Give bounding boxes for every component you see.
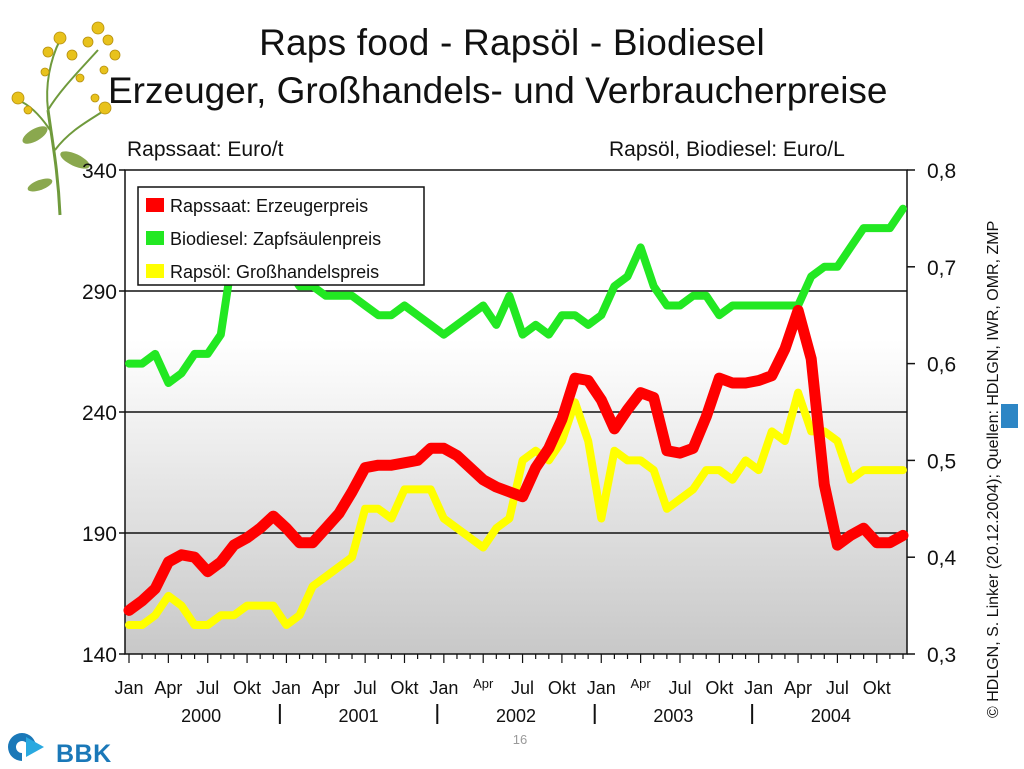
left-tick-label: 240 — [82, 402, 117, 425]
month-label: Okt — [705, 678, 733, 698]
month-label: Jan — [272, 678, 301, 698]
month-label: Okt — [863, 678, 891, 698]
legend-swatch — [146, 231, 164, 245]
right-tick-label: 0,7 — [927, 257, 956, 280]
year-label: 2003 — [653, 706, 693, 726]
month-label: Jan — [587, 678, 616, 698]
right-tick-label: 0,4 — [927, 547, 957, 570]
month-label: Apr — [631, 676, 652, 691]
right-axis-unit: Rapsöl, Biodiesel: Euro/L — [609, 138, 845, 161]
month-label: Jul — [511, 678, 534, 698]
left-tick-label: 290 — [82, 281, 117, 304]
year-label: 2002 — [496, 706, 536, 726]
legend-label: Rapsöl: Großhandelspreis — [170, 262, 379, 282]
legend-label: Biodiesel: Zapfsäulenpreis — [170, 229, 381, 249]
bbk-logo-icon — [8, 733, 44, 761]
year-label: 2000 — [181, 706, 221, 726]
month-label: Apr — [473, 676, 494, 691]
page-edge-marker — [1001, 404, 1018, 428]
year-label: 2004 — [811, 706, 851, 726]
source-credit: © HDLGN, S. Linker (20.12.2004); Quellen… — [985, 220, 1002, 718]
left-tick-label: 340 — [82, 160, 117, 183]
legend-swatch — [146, 264, 164, 278]
logo-text: BBK — [56, 740, 112, 768]
right-tick-label: 0,5 — [927, 450, 956, 473]
month-label: Jul — [196, 678, 219, 698]
month-label: Jul — [354, 678, 377, 698]
page-number: 16 — [512, 732, 528, 747]
month-label: Jan — [744, 678, 773, 698]
plot-area: 140 190 240 290 340 0,3 0,4 0,5 0,6 0,7 0,8 Jan Apr J… — [82, 160, 957, 726]
month-label: Apr — [312, 678, 340, 698]
right-tick-label: 0,3 — [927, 644, 956, 667]
legend-label: Rapssaat: Erzeugerpreis — [170, 196, 368, 216]
left-tick-label: 190 — [82, 523, 117, 546]
year-label: 2001 — [339, 706, 379, 726]
month-label: Apr — [784, 678, 812, 698]
left-tick-label: 140 — [82, 644, 117, 667]
right-tick-label: 0,6 — [927, 354, 956, 377]
legend-box — [137, 186, 425, 286]
month-label: Apr — [154, 678, 182, 698]
month-label: Okt — [390, 678, 418, 698]
rapeseed-flower-icon — [11, 21, 121, 216]
month-label: Okt — [548, 678, 576, 698]
left-axis-unit: Rapssaat: Euro/t — [127, 138, 284, 161]
month-label: Jan — [114, 678, 143, 698]
month-label: Jul — [826, 678, 849, 698]
legend-swatch — [146, 198, 164, 212]
series-line-rapssaat — [123, 304, 909, 616]
chart-subtitle: Erzeuger, Großhandels- und Verbraucherpr… — [108, 70, 888, 111]
month-label: Jan — [429, 678, 458, 698]
right-tick-label: 0,8 — [927, 160, 956, 183]
chart-title: Raps food - Rapsöl - Biodiesel — [259, 22, 765, 63]
month-label: Okt — [233, 678, 261, 698]
month-label: Jul — [668, 678, 691, 698]
